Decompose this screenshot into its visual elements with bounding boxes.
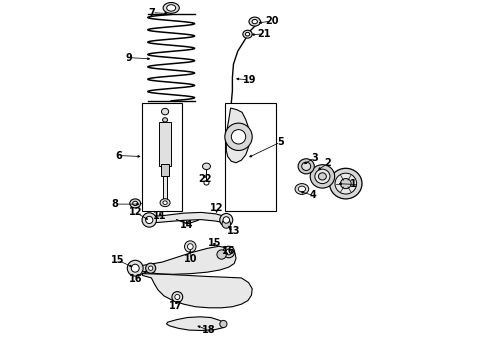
Circle shape — [146, 216, 153, 224]
Text: 18: 18 — [202, 325, 216, 336]
Ellipse shape — [167, 5, 176, 11]
Polygon shape — [143, 274, 252, 308]
Text: 20: 20 — [265, 16, 279, 26]
Text: 8: 8 — [111, 199, 118, 209]
Text: 7: 7 — [149, 8, 155, 18]
Circle shape — [217, 250, 226, 259]
Ellipse shape — [249, 17, 261, 26]
Ellipse shape — [245, 32, 250, 36]
Circle shape — [148, 266, 153, 270]
Text: 19: 19 — [243, 75, 256, 85]
Circle shape — [127, 260, 143, 276]
Ellipse shape — [163, 3, 179, 13]
Polygon shape — [135, 246, 236, 274]
Circle shape — [231, 130, 245, 144]
Ellipse shape — [310, 165, 335, 188]
Text: 9: 9 — [126, 53, 132, 63]
Polygon shape — [226, 108, 249, 163]
Circle shape — [142, 213, 156, 227]
Ellipse shape — [204, 181, 209, 185]
Ellipse shape — [163, 118, 168, 122]
Text: 16: 16 — [129, 274, 142, 284]
Ellipse shape — [133, 201, 138, 206]
Ellipse shape — [130, 199, 141, 208]
Bar — [162, 164, 169, 176]
Text: 2: 2 — [324, 158, 331, 168]
Bar — [163, 176, 167, 205]
Ellipse shape — [160, 199, 170, 207]
Text: 3: 3 — [312, 153, 318, 163]
Circle shape — [223, 217, 229, 223]
Bar — [159, 122, 171, 166]
Polygon shape — [167, 317, 225, 330]
Text: 22: 22 — [198, 174, 211, 184]
Text: 15: 15 — [110, 255, 124, 265]
Text: 15: 15 — [208, 238, 221, 248]
Bar — [143, 103, 182, 211]
Circle shape — [172, 292, 183, 302]
Text: 10: 10 — [184, 254, 197, 264]
Ellipse shape — [315, 169, 330, 184]
Ellipse shape — [298, 186, 305, 192]
Text: 5: 5 — [277, 137, 284, 147]
Circle shape — [225, 123, 252, 150]
Text: 4: 4 — [310, 190, 317, 201]
Text: 21: 21 — [258, 29, 271, 39]
Text: 6: 6 — [115, 150, 122, 161]
Ellipse shape — [318, 173, 326, 180]
Ellipse shape — [252, 19, 257, 24]
Ellipse shape — [330, 168, 362, 199]
Ellipse shape — [302, 162, 311, 170]
Circle shape — [223, 246, 235, 258]
Circle shape — [185, 241, 196, 252]
Text: 1: 1 — [350, 179, 356, 189]
Circle shape — [222, 220, 231, 228]
Ellipse shape — [243, 30, 252, 38]
Text: 16: 16 — [222, 246, 236, 256]
Text: 17: 17 — [169, 301, 183, 311]
Ellipse shape — [202, 163, 210, 170]
Text: 11: 11 — [153, 211, 167, 221]
Text: 13: 13 — [227, 226, 240, 237]
Circle shape — [226, 249, 232, 255]
Text: 12: 12 — [129, 207, 142, 217]
Ellipse shape — [163, 201, 167, 204]
Circle shape — [146, 263, 156, 273]
Ellipse shape — [295, 184, 309, 194]
Circle shape — [131, 264, 139, 272]
Circle shape — [175, 294, 180, 300]
Circle shape — [220, 213, 233, 226]
Text: 14: 14 — [179, 220, 193, 230]
Ellipse shape — [298, 159, 314, 174]
Circle shape — [220, 320, 227, 328]
Text: 12: 12 — [210, 203, 223, 213]
Polygon shape — [149, 212, 226, 223]
Circle shape — [187, 244, 193, 249]
Ellipse shape — [341, 179, 351, 189]
Ellipse shape — [162, 108, 169, 115]
Bar — [225, 103, 275, 211]
Ellipse shape — [335, 173, 357, 194]
